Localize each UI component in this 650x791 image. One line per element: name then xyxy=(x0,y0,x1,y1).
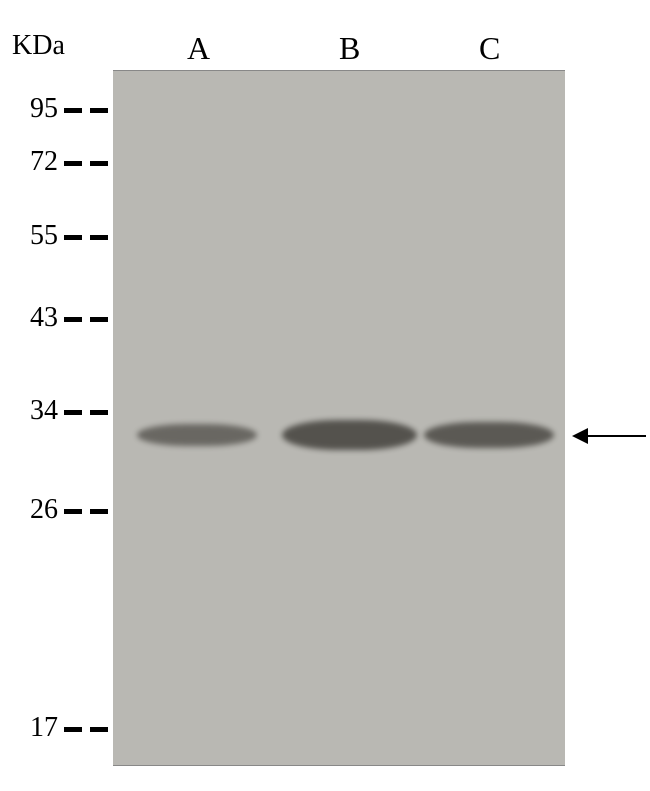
mw-value: 55 xyxy=(18,220,58,252)
mw-marker-row: 26 xyxy=(18,494,116,526)
protein-band xyxy=(424,422,554,448)
mw-value: 26 xyxy=(18,494,58,526)
arrow-shaft xyxy=(588,435,646,437)
mw-dash-icon xyxy=(64,100,116,118)
blot-figure: KDa A B C 95 72 55 43 34 26 17 xyxy=(0,0,650,791)
mw-dash-icon xyxy=(64,227,116,245)
mw-value: 34 xyxy=(18,395,58,427)
mw-dash-icon xyxy=(64,501,116,519)
lane-label: B xyxy=(339,30,360,67)
lane-label: C xyxy=(479,30,500,67)
protein-band xyxy=(137,424,257,446)
membrane-area xyxy=(113,70,565,766)
mw-marker-row: 72 xyxy=(18,146,116,178)
mw-dash-icon xyxy=(64,402,116,420)
lane-label: A xyxy=(187,30,210,67)
mw-marker-row: 43 xyxy=(18,302,116,334)
protein-band xyxy=(282,420,417,450)
mw-value: 95 xyxy=(18,93,58,125)
mw-dash-icon xyxy=(64,309,116,327)
mw-marker-row: 95 xyxy=(18,93,116,125)
mw-value: 43 xyxy=(18,302,58,334)
mw-value: 17 xyxy=(18,712,58,744)
target-arrow xyxy=(572,428,646,444)
mw-dash-icon xyxy=(64,153,116,171)
mw-marker-row: 17 xyxy=(18,712,116,744)
axis-unit-label: KDa xyxy=(12,30,65,62)
mw-value: 72 xyxy=(18,146,58,178)
mw-marker-row: 55 xyxy=(18,220,116,252)
arrow-head-icon xyxy=(572,428,588,444)
mw-marker-row: 34 xyxy=(18,395,116,427)
mw-dash-icon xyxy=(64,719,116,737)
